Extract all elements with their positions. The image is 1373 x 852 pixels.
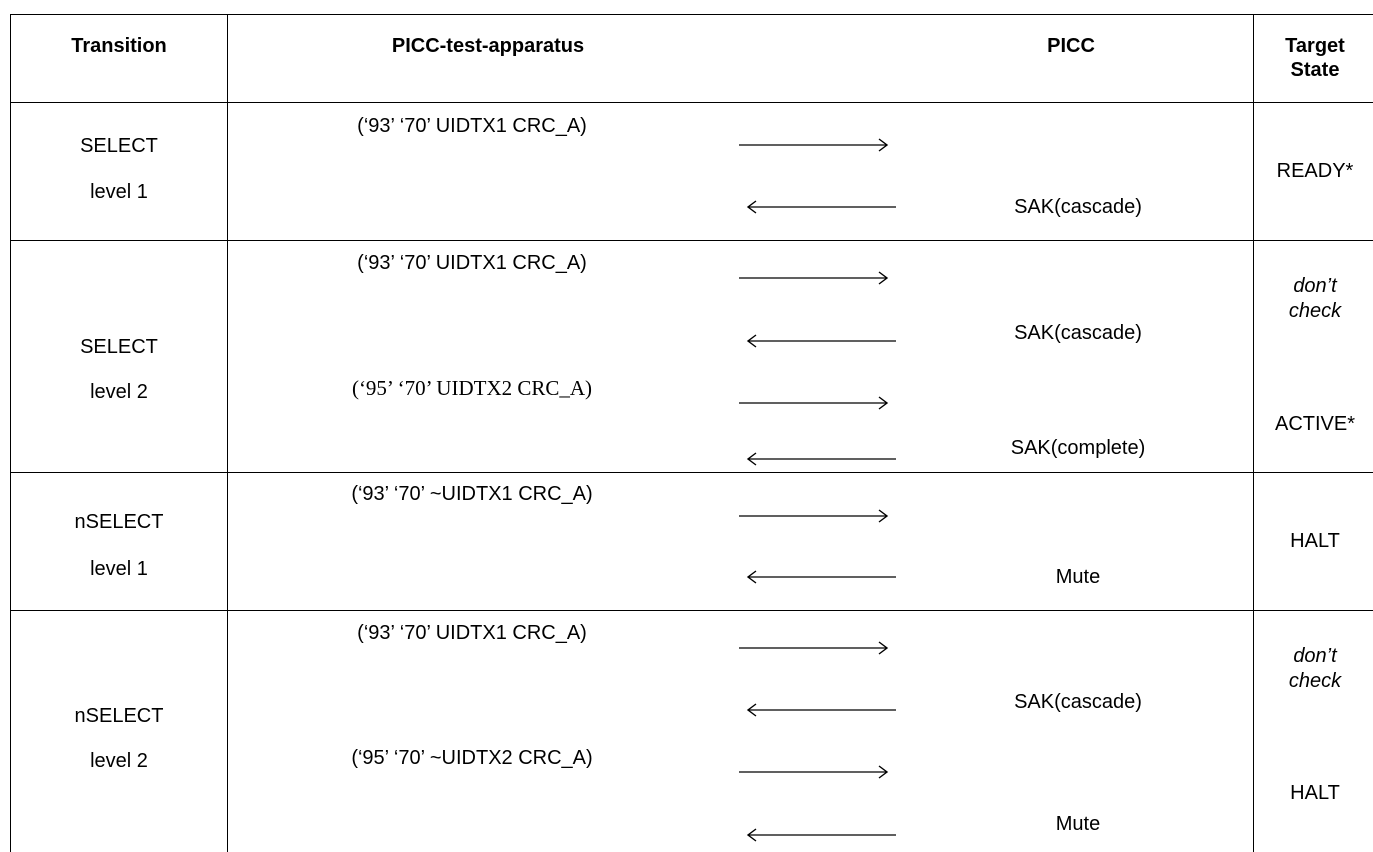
right-arrow-icon: [739, 509, 889, 523]
header-target-line1: Target: [1285, 35, 1345, 57]
target-state: HALT: [1290, 782, 1340, 804]
header-target-line2: State: [1290, 59, 1340, 81]
command-text: (‘95’ ‘70’ UIDTX2 CRC_A): [351, 376, 593, 400]
response-text: Mute: [1055, 566, 1101, 588]
transition-level: level 1: [90, 181, 148, 203]
right-arrow-icon: [739, 138, 889, 152]
row-divider-1: [10, 240, 1373, 241]
target-state: HALT: [1290, 530, 1340, 552]
response-text: SAK(cascade): [1014, 322, 1142, 344]
command-text: (‘93’ ‘70’ UIDTX1 CRC_A): [357, 622, 587, 644]
left-arrow-icon: [746, 200, 896, 214]
command-text: (‘93’ ‘70’ UIDTX1 CRC_A): [357, 115, 587, 137]
column-divider-2: [1253, 14, 1254, 852]
right-arrow-icon: [739, 641, 889, 655]
transition-level: level 2: [90, 381, 148, 403]
command-text: (‘93’ ‘70’ UIDTX1 CRC_A): [357, 252, 587, 274]
target-state-dont: don’t: [1293, 275, 1337, 297]
left-arrow-icon: [746, 570, 896, 584]
command-text: (‘95’ ‘70’ ~UIDTX2 CRC_A): [351, 747, 593, 769]
transition-level: level 2: [90, 750, 148, 772]
transition-name: SELECT: [80, 135, 158, 157]
command-text: (‘93’ ‘70’ ~UIDTX1 CRC_A): [351, 483, 593, 505]
transition-name: nSELECT: [74, 705, 164, 727]
left-arrow-icon: [746, 334, 896, 348]
header-picc: PICC: [1047, 35, 1095, 57]
header-divider: [10, 102, 1373, 103]
right-arrow-icon: [739, 396, 889, 410]
response-text: Mute: [1055, 813, 1101, 835]
left-arrow-icon: [746, 828, 896, 842]
target-state: READY*: [1276, 160, 1354, 182]
target-state: ACTIVE*: [1274, 413, 1356, 435]
row-divider-3: [10, 610, 1373, 611]
header-apparatus: PICC-test-apparatus: [391, 35, 585, 57]
transition-level: level 1: [90, 558, 148, 580]
target-state-check: check: [1288, 300, 1342, 322]
transition-name: nSELECT: [74, 511, 164, 533]
response-text: SAK(cascade): [1014, 196, 1142, 218]
response-text: SAK(cascade): [1014, 691, 1142, 713]
left-arrow-icon: [746, 703, 896, 717]
table-border-left: [10, 14, 11, 852]
response-text: SAK(complete): [1010, 437, 1146, 459]
right-arrow-icon: [739, 271, 889, 285]
target-state-check: check: [1288, 670, 1342, 692]
table-border-top: [10, 14, 1373, 15]
transition-name: SELECT: [80, 336, 158, 358]
left-arrow-icon: [746, 452, 896, 466]
target-state-dont: don’t: [1293, 645, 1337, 667]
row-divider-2: [10, 472, 1373, 473]
transition-table: Transition PICC-test-apparatus PICC Targ…: [10, 14, 1373, 852]
column-divider-1: [227, 14, 228, 852]
header-transition: Transition: [71, 35, 167, 57]
right-arrow-icon: [739, 765, 889, 779]
